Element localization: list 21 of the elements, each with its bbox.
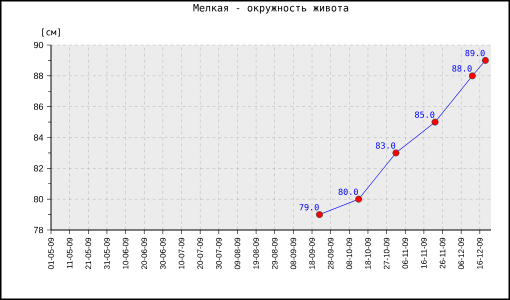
y-tick-label: 84 [34,134,44,141]
y-axis-title: [см] [42,28,60,36]
data-label: 89.0 [465,50,485,56]
y-tick-label: 86 [34,103,44,110]
y-tick-label: 82 [34,165,44,172]
y-tick-label: 78 [34,226,44,234]
data-label: 80.0 [338,188,358,195]
y-tick-label: 88 [34,72,44,80]
data-label: 88.0 [452,65,472,72]
point [468,72,476,80]
point [432,118,439,126]
y-tick-label: 90 [34,42,44,48]
point [392,149,400,156]
chart-title: Мелкая - окружность живота [193,4,348,14]
point [355,196,362,203]
data-label: 85.0 [415,111,434,118]
data-label: 83.0 [376,142,396,149]
y-tick-label: 80 [34,196,44,202]
data-label: 79.0 [299,204,319,210]
point [316,211,323,218]
point [482,56,489,64]
